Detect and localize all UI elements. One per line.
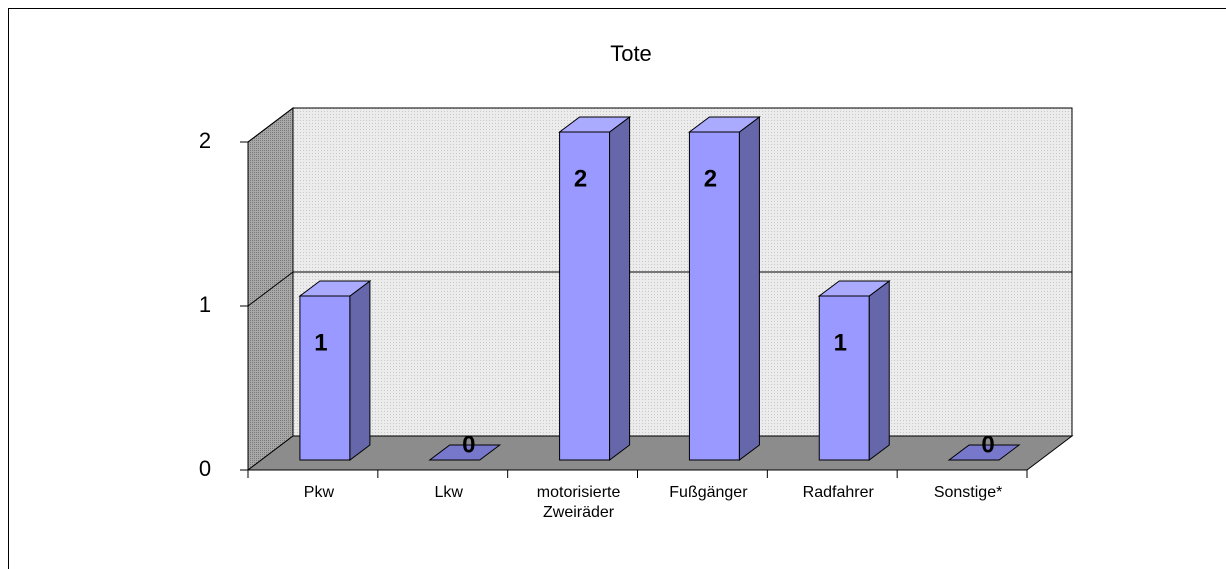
data-label: 2	[574, 165, 587, 192]
bar-side	[609, 116, 631, 461]
bar-top	[817, 280, 891, 297]
bar-side	[738, 116, 760, 461]
data-label: 1	[314, 329, 327, 356]
grid-line-side	[247, 271, 294, 307]
y-tick-label: 0	[199, 456, 211, 481]
y-tick-label: 2	[199, 128, 211, 153]
data-label: 2	[704, 165, 717, 192]
bar-top	[298, 280, 372, 297]
bar-top	[947, 444, 1021, 461]
bar-side	[349, 280, 371, 461]
x-tick-label: Pkw	[303, 484, 335, 501]
bar	[428, 444, 502, 461]
bar-front	[818, 295, 870, 461]
bar-top	[428, 444, 502, 461]
bar	[947, 444, 1021, 461]
bar-top	[558, 116, 632, 133]
x-tick-label: motorisierte Zweiräder	[536, 484, 621, 521]
bar-side	[868, 280, 890, 461]
x-tick-label: Fußgänger	[669, 484, 748, 501]
grid-line-side	[247, 107, 294, 143]
x-tick-label: Sonstige*	[933, 484, 1003, 501]
data-label: 0	[462, 431, 475, 458]
data-label: 0	[981, 431, 994, 458]
data-label: 1	[834, 329, 847, 356]
x-tick-label: Lkw	[434, 484, 463, 501]
bar	[687, 116, 761, 461]
bar-top	[687, 116, 761, 133]
x-tick-label: Radfahrer	[802, 484, 874, 501]
floor	[246, 435, 1074, 471]
bar-front	[299, 295, 351, 461]
y-tick-label: 1	[199, 292, 211, 317]
frame	[8, 8, 1226, 569]
bar	[817, 280, 891, 461]
bar	[298, 280, 372, 461]
chart-title: Tote	[610, 41, 652, 66]
bar	[558, 116, 632, 461]
